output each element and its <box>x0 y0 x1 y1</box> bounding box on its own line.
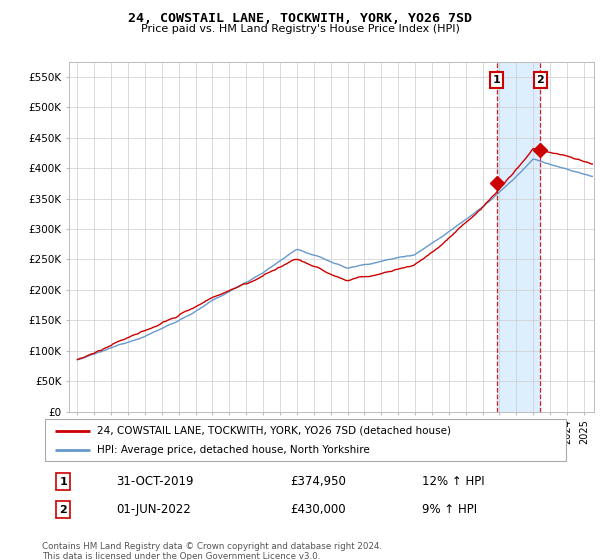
Text: 24, COWSTAIL LANE, TOCKWITH, YORK, YO26 7SD: 24, COWSTAIL LANE, TOCKWITH, YORK, YO26 … <box>128 12 472 25</box>
FancyBboxPatch shape <box>44 419 566 461</box>
Text: 1: 1 <box>59 477 67 487</box>
Text: 24, COWSTAIL LANE, TOCKWITH, YORK, YO26 7SD (detached house): 24, COWSTAIL LANE, TOCKWITH, YORK, YO26 … <box>97 426 451 436</box>
Text: 2: 2 <box>536 75 544 85</box>
Text: £374,950: £374,950 <box>290 475 346 488</box>
Text: 31-OCT-2019: 31-OCT-2019 <box>116 475 193 488</box>
Text: £430,000: £430,000 <box>290 503 346 516</box>
Bar <box>497 62 540 412</box>
Text: 9% ↑ HPI: 9% ↑ HPI <box>422 503 477 516</box>
Text: HPI: Average price, detached house, North Yorkshire: HPI: Average price, detached house, Nort… <box>97 445 370 455</box>
Text: 12% ↑ HPI: 12% ↑ HPI <box>422 475 485 488</box>
Text: Contains HM Land Registry data © Crown copyright and database right 2024.
This d: Contains HM Land Registry data © Crown c… <box>42 542 382 560</box>
Text: 01-JUN-2022: 01-JUN-2022 <box>116 503 191 516</box>
Text: Price paid vs. HM Land Registry's House Price Index (HPI): Price paid vs. HM Land Registry's House … <box>140 24 460 34</box>
Text: 2: 2 <box>59 505 67 515</box>
Text: 1: 1 <box>493 75 500 85</box>
